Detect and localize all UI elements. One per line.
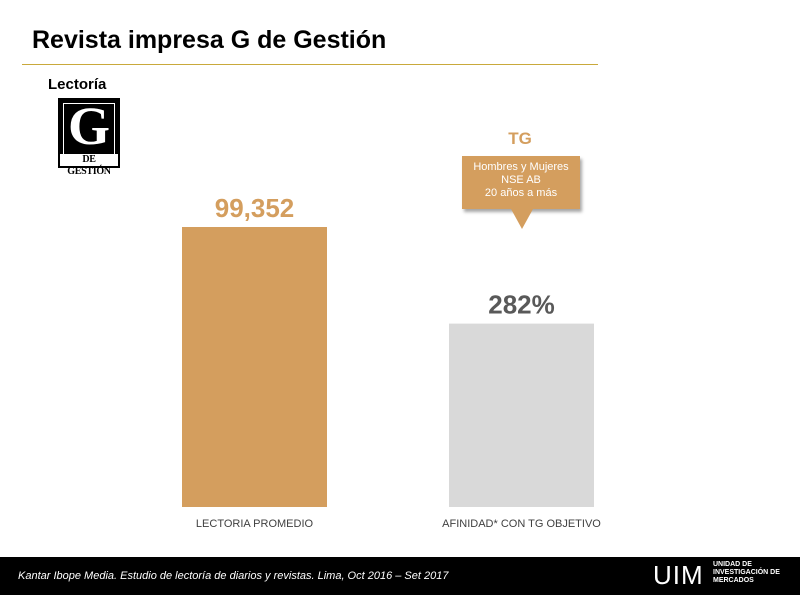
footer-source: Kantar Ibope Media. Estudio de lectoría …	[18, 570, 449, 582]
callout-line: 20 años a más	[484, 187, 558, 199]
section-label: Lectoría	[48, 76, 107, 93]
category-label: LECTORIA PROMEDIO	[196, 518, 314, 530]
bar-value-label: 282%	[488, 290, 555, 320]
logo-subtitle: DE GESTIÓN	[60, 154, 118, 177]
uim-logo: UIM	[653, 560, 704, 590]
page-title: Revista impresa G de Gestión	[32, 26, 387, 54]
bar-chart: 99,352 LECTORIA PROMEDIO 282% AFINIDAD* CON…	[182, 193, 601, 530]
bar-value-label: 99,352	[215, 193, 295, 223]
footer-bar: Kantar Ibope Media. Estudio de lectoría …	[0, 557, 800, 595]
bar-2	[449, 323, 594, 507]
category-label: AFINIDAD* CON TG OBJETIVO	[442, 518, 601, 530]
tg-label: TG	[508, 129, 532, 148]
down-arrow-icon	[511, 209, 533, 229]
target-group-callout: Hombres y Mujeres NSE AB 20 años a más	[462, 156, 580, 209]
g-de-gestion-logo: G DE GESTIÓN	[58, 96, 120, 177]
bar-1	[182, 227, 327, 507]
callout-line: NSE AB	[501, 174, 541, 186]
callout-line: Hombres y Mujeres	[473, 161, 569, 173]
uim-logo-text: UNIDAD DE INVESTIGACIÓN DE MERCADOS	[713, 561, 780, 584]
logo-letter: G	[67, 96, 110, 156]
title-divider	[22, 64, 598, 65]
